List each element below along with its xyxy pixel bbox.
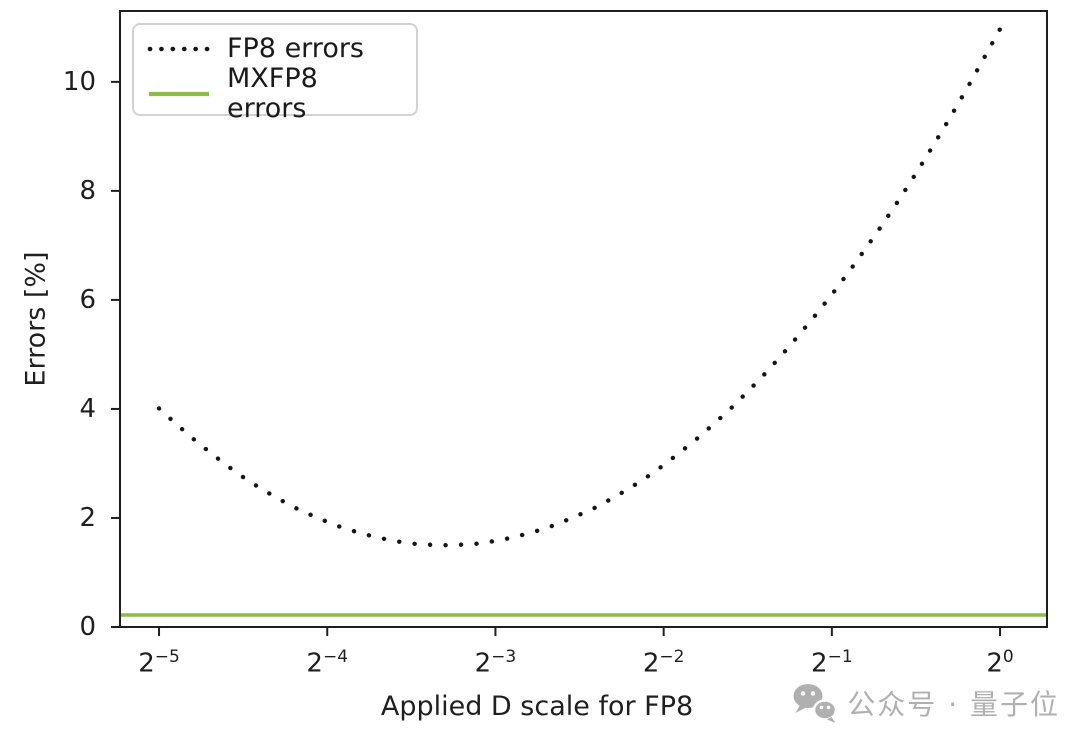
x-tick-label: 20	[986, 647, 1014, 679]
dotted-line-sample-icon	[147, 46, 211, 52]
y-tick-label: 4	[79, 393, 96, 424]
x-axis-label: Applied D scale for FP8	[380, 691, 694, 722]
y-tick-label: 8	[79, 175, 96, 206]
legend-label-fp8: FP8 errors	[227, 33, 365, 64]
legend-label-mxfp8: MXFP8 errors	[227, 63, 318, 124]
legend-item-mxfp8: MXFP8 errors	[146, 64, 402, 124]
y-axis-label: Errors [%]	[20, 251, 52, 387]
legend: FP8 errors MXFP8 errors	[132, 23, 418, 124]
x-tick-label: 2−3	[474, 647, 517, 679]
wechat-icon	[793, 684, 838, 723]
y-tick-label: 6	[79, 284, 96, 315]
watermark-text: 公众号 · 量子位	[847, 688, 1060, 721]
y-tick-label: 0	[79, 612, 96, 642]
solid-line-sample-icon	[149, 91, 209, 97]
x-tick-label: 2−2	[642, 647, 685, 679]
legend-item-fp8: FP8 errors	[146, 34, 402, 64]
x-tick-label: 2−1	[811, 647, 853, 679]
x-tick-label: 2−4	[306, 647, 349, 679]
y-tick-label: 10	[62, 66, 96, 97]
y-tick-label: 2	[79, 502, 96, 533]
watermark: 公众号 · 量子位	[792, 682, 1060, 724]
fp8-curve	[156, 26, 1003, 548]
x-tick-label: 2−5	[138, 647, 180, 679]
plot-border	[119, 10, 1048, 628]
